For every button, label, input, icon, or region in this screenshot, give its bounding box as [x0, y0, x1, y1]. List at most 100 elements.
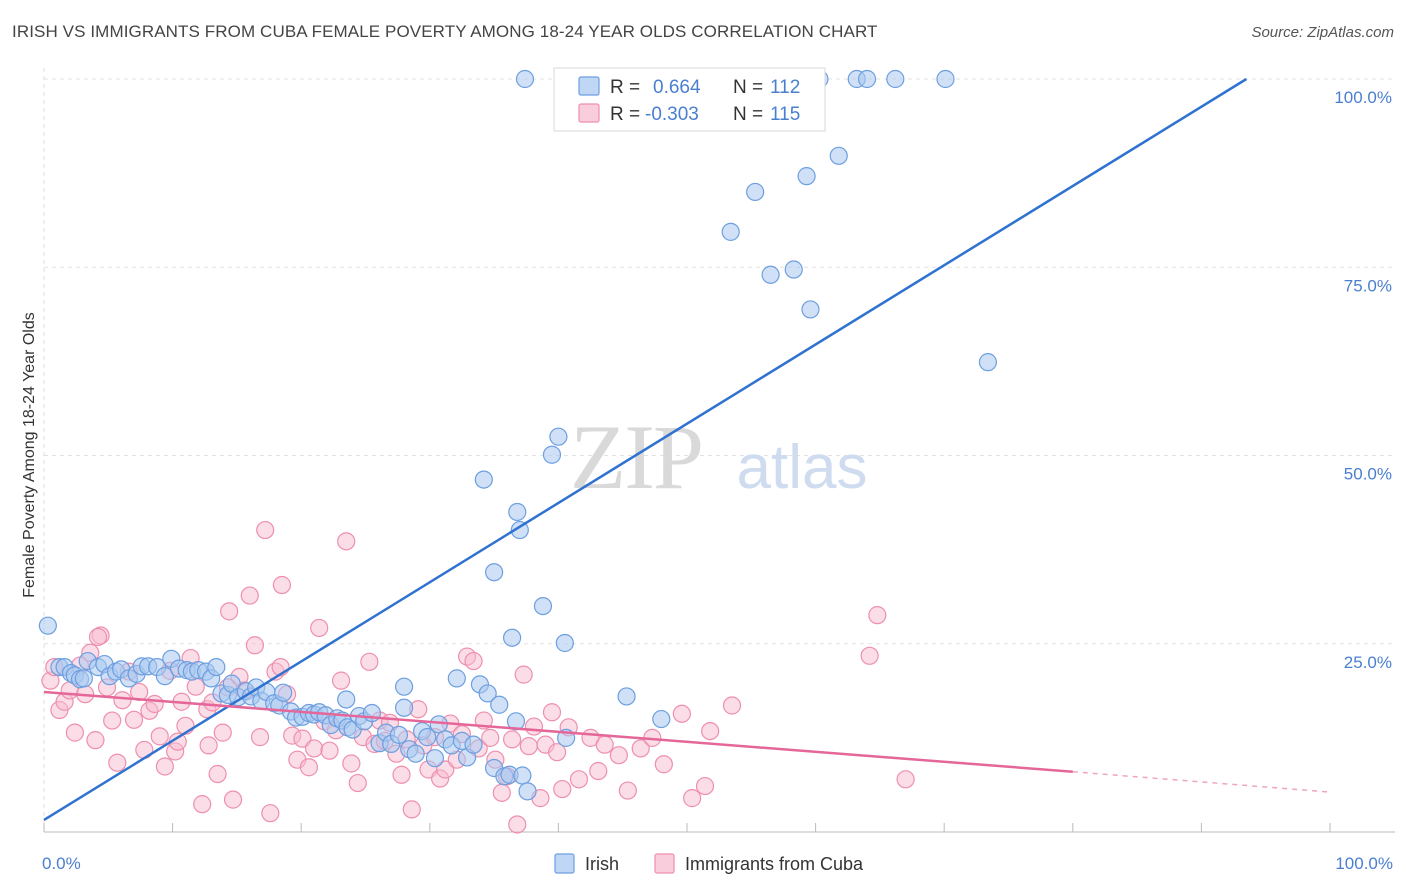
cuba-point: [86, 731, 105, 750]
cuba-point: [245, 636, 265, 655]
irish-point: [485, 563, 504, 582]
cuba-point: [595, 735, 614, 754]
cuba-point: [220, 602, 239, 621]
y-tick-label: 75.0%: [1344, 276, 1392, 295]
cuba-point: [293, 729, 312, 748]
irish-point: [510, 520, 529, 540]
legend-n-label-irish: N =: [733, 77, 763, 98]
cuba-point: [240, 586, 259, 605]
irish-point: [429, 715, 448, 734]
legend-swatch-cuba: [578, 103, 600, 123]
legend-n-value-irish: 112: [770, 77, 800, 98]
cuba-point: [392, 765, 411, 784]
source-label: Source: ZipAtlas.com: [1251, 24, 1394, 41]
irish-point: [478, 684, 497, 703]
watermark: ZIP atlas: [570, 406, 867, 508]
cuba-point: [193, 795, 212, 814]
irish-point: [797, 167, 816, 186]
cuba-point: [103, 711, 122, 730]
cuba-point: [261, 804, 280, 823]
irish-point: [464, 735, 483, 754]
legend-r-label-irish: R =: [610, 77, 640, 98]
irish-point: [555, 633, 574, 653]
cuba-point: [609, 746, 628, 765]
cuba-trend-line: [43, 690, 1073, 774]
irish-point: [761, 265, 780, 284]
irish-point: [508, 502, 527, 522]
cuba-point: [695, 776, 715, 796]
irish-point: [274, 683, 293, 702]
cuba-point: [868, 606, 887, 625]
legend-swatch-irish: [578, 76, 600, 96]
cuba-point: [402, 800, 421, 819]
cuba-point: [631, 739, 650, 758]
cuba-point: [342, 754, 361, 773]
irish-point: [406, 744, 425, 763]
bottom-legend-swatch-cuba: [654, 853, 675, 874]
cuba-point: [65, 723, 84, 742]
irish-points: [38, 69, 998, 801]
cuba-point: [320, 741, 339, 760]
cuba-point: [542, 703, 562, 722]
bottom-legend-label-cuba: Immigrants from Cuba: [685, 854, 864, 874]
cuba-point: [113, 691, 132, 710]
irish-point: [617, 687, 636, 706]
watermark-zip: ZIP: [570, 406, 702, 508]
cuba-point: [223, 790, 243, 809]
x-tick-label: 0.0%: [42, 854, 81, 873]
trend-lines: [43, 77, 1331, 822]
cuba-point: [331, 671, 351, 690]
irish-point: [394, 698, 414, 717]
irish-point: [418, 728, 437, 747]
legend-n-value-cuba: 115: [770, 104, 800, 125]
cuba-point: [436, 760, 455, 779]
irish-point: [746, 182, 765, 202]
cuba-point: [124, 710, 144, 729]
cuba-point: [569, 770, 589, 789]
cuba-point: [310, 618, 329, 638]
irish-point: [857, 69, 877, 89]
grid-layer: [43, 68, 1395, 833]
chart-title: IRISH VS IMMIGRANTS FROM CUBA FEMALE POV…: [12, 22, 878, 41]
y-tick-label: 25.0%: [1344, 653, 1392, 672]
cuba-point: [503, 730, 522, 749]
cuba-point: [548, 743, 567, 762]
irish-point: [74, 669, 93, 688]
irish-point: [207, 657, 226, 677]
irish-point: [978, 353, 998, 372]
cuba-point: [272, 575, 292, 595]
bottom-legend-swatch-irish: [554, 853, 575, 874]
irish-point: [447, 669, 466, 688]
cuba-point: [186, 677, 205, 696]
irish-point: [515, 69, 535, 89]
cuba-point: [553, 779, 572, 799]
cuba-point: [348, 773, 367, 793]
irish-point: [513, 766, 532, 785]
cuba-point: [464, 651, 483, 671]
cuba-point: [88, 627, 108, 647]
cuba-point: [701, 721, 720, 741]
cuba-point: [199, 736, 218, 755]
irish-point: [721, 222, 740, 241]
irish-trend-line: [43, 77, 1248, 822]
irish-point: [155, 667, 174, 686]
cuba-point: [508, 815, 527, 834]
cuba-point: [519, 737, 538, 756]
irish-point: [503, 628, 522, 647]
cuba-point: [337, 532, 356, 551]
cuba-trend-extension: [1072, 771, 1331, 793]
irish-point: [425, 749, 445, 768]
cuba-point: [360, 652, 379, 671]
legend: R = 0.664 N = 112 R = -0.303 N = 115: [553, 67, 826, 132]
cuba-point: [524, 717, 544, 736]
legend-r-label-cuba: R =: [610, 104, 640, 125]
tick-labels: 100.0% 75.0% 50.0% 25.0% 0.0% 100.0%: [42, 88, 1393, 873]
legend-r-value-cuba: -0.303: [645, 104, 699, 125]
cuba-point: [896, 770, 915, 789]
irish-point: [337, 690, 356, 709]
irish-point: [784, 260, 803, 279]
cuba-point: [481, 728, 500, 747]
irish-point: [38, 616, 57, 635]
irish-point: [886, 69, 905, 89]
irish-point: [542, 445, 562, 464]
